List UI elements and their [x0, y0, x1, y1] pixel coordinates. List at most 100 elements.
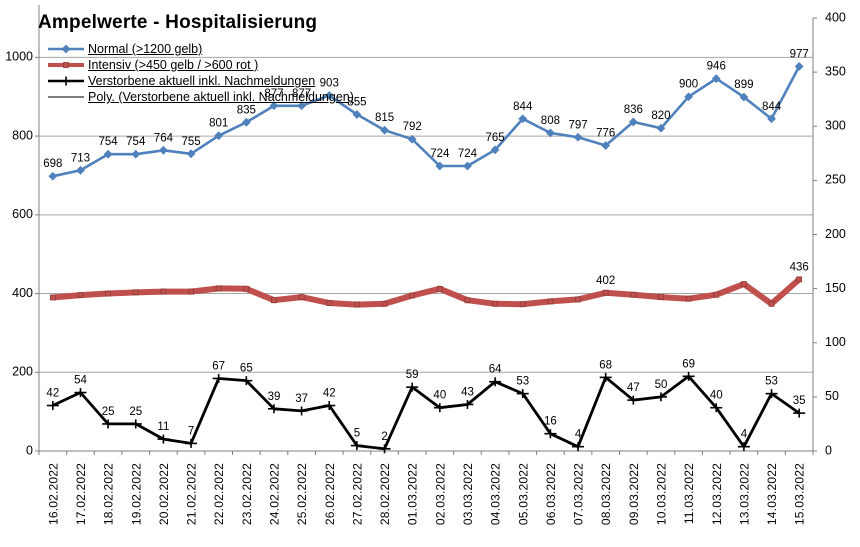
diamond-marker [407, 134, 417, 144]
legend-item-3: Poly. (Verstorbene aktuell inkl. Nachmel… [48, 89, 354, 105]
square-marker [685, 295, 692, 302]
data-label: 900 [679, 79, 698, 91]
right-axis-tick-label: 250 [825, 173, 846, 187]
square-marker [132, 289, 139, 296]
diamond-marker [61, 44, 71, 54]
legend-marker-line-icon [48, 96, 84, 98]
square-marker [796, 276, 803, 283]
left-axis-tick-label: 200 [12, 365, 33, 379]
data-label: 65 [240, 363, 253, 375]
date-label: 28.02.2022 [378, 463, 392, 525]
series-markers [46, 62, 806, 454]
square-marker [215, 285, 222, 292]
square-marker [105, 290, 112, 297]
date-label: 07.03.2022 [572, 463, 586, 525]
date-label: 21.02.2022 [185, 463, 199, 525]
data-label: 68 [599, 359, 612, 371]
square-marker [381, 300, 388, 307]
diamond-marker [158, 145, 168, 155]
right-axis-tick-label: 50 [825, 389, 839, 403]
diamond-marker [711, 74, 721, 84]
date-label: 26.02.2022 [323, 463, 337, 525]
diamond-marker [545, 128, 555, 138]
data-label: 844 [513, 101, 533, 113]
date-label: 13.03.2022 [737, 463, 751, 525]
data-label: 37 [295, 393, 308, 405]
data-label: 792 [403, 121, 422, 133]
data-label: 755 [181, 136, 200, 148]
data-label: 42 [46, 388, 59, 400]
data-label: 801 [209, 118, 228, 130]
data-label: 25 [102, 406, 115, 418]
data-label: 765 [486, 132, 505, 144]
data-label: 724 [430, 148, 450, 160]
data-label: 946 [707, 61, 726, 73]
data-label: 69 [682, 358, 695, 370]
diamond-marker [297, 101, 307, 111]
data-label: 713 [71, 152, 90, 164]
diamond-marker [48, 171, 58, 181]
data-label: 35 [793, 395, 806, 407]
date-label: 25.02.2022 [295, 463, 309, 525]
data-label: 53 [765, 376, 778, 388]
series-line-0 [52, 65, 801, 178]
diamond-marker [794, 62, 804, 71]
series-line-1 [52, 277, 802, 308]
data-label: 39 [268, 391, 281, 403]
right-axis-tick-label: 350 [825, 64, 846, 78]
date-label: 05.03.2022 [516, 463, 530, 525]
diamond-marker [214, 131, 224, 141]
date-label: 14.03.2022 [765, 463, 779, 525]
diamond-marker [656, 123, 666, 133]
left-axis-tick-label: 1000 [5, 50, 33, 64]
date-label: 20.02.2022 [157, 463, 171, 525]
data-label: 67 [212, 360, 225, 372]
square-marker [547, 298, 554, 305]
right-axis-tick-label: 400 [825, 10, 846, 24]
data-label: 7 [188, 425, 194, 437]
date-label: 08.03.2022 [599, 463, 613, 525]
right-axis-tick-label: 100 [825, 335, 846, 349]
square-marker [713, 291, 720, 298]
diamond-marker [684, 92, 694, 102]
square-marker [298, 294, 305, 300]
data-label: 877 [292, 88, 311, 100]
legend-label: Poly. (Verstorbene aktuell inkl. Nachmel… [88, 90, 354, 104]
diamond-marker [435, 161, 445, 171]
legend-label: Intensiv (>450 gelb / >600 rot ) [88, 58, 259, 72]
data-label: 54 [74, 375, 87, 387]
legend-marker-diamond-icon [48, 44, 84, 54]
square-marker [49, 294, 56, 301]
date-label: 04.03.2022 [489, 463, 503, 525]
diamond-marker [463, 161, 472, 171]
data-label: 776 [596, 128, 615, 140]
square-marker [160, 288, 167, 295]
data-label: 4 [741, 429, 748, 441]
square-marker [630, 291, 637, 298]
axis-tick-labels: 0200400600800100005010015020025030035040… [5, 10, 846, 457]
legend-label: Normal (>1200 gelb) [88, 42, 203, 56]
date-label: 11.03.2022 [682, 463, 696, 524]
data-label: 50 [655, 379, 668, 391]
data-label: 25 [129, 406, 142, 418]
data-label: 903 [320, 78, 339, 90]
square-marker [436, 285, 443, 292]
data-label: 815 [375, 112, 394, 124]
data-label: 64 [489, 364, 502, 376]
legend-item-0: Normal (>1200 gelb) [48, 41, 354, 57]
diamond-marker [767, 114, 776, 124]
square-marker [768, 300, 775, 307]
data-label: 53 [516, 376, 529, 388]
date-label: 03.03.2022 [461, 463, 475, 525]
date-label: 15.03.2022 [793, 463, 807, 525]
square-marker [658, 294, 664, 300]
square-marker [77, 292, 84, 299]
diamond-marker [241, 117, 251, 127]
square-marker [243, 285, 250, 292]
data-label: 5 [354, 428, 360, 440]
date-label: 02.03.2022 [433, 463, 447, 525]
diamond-marker [490, 145, 500, 155]
